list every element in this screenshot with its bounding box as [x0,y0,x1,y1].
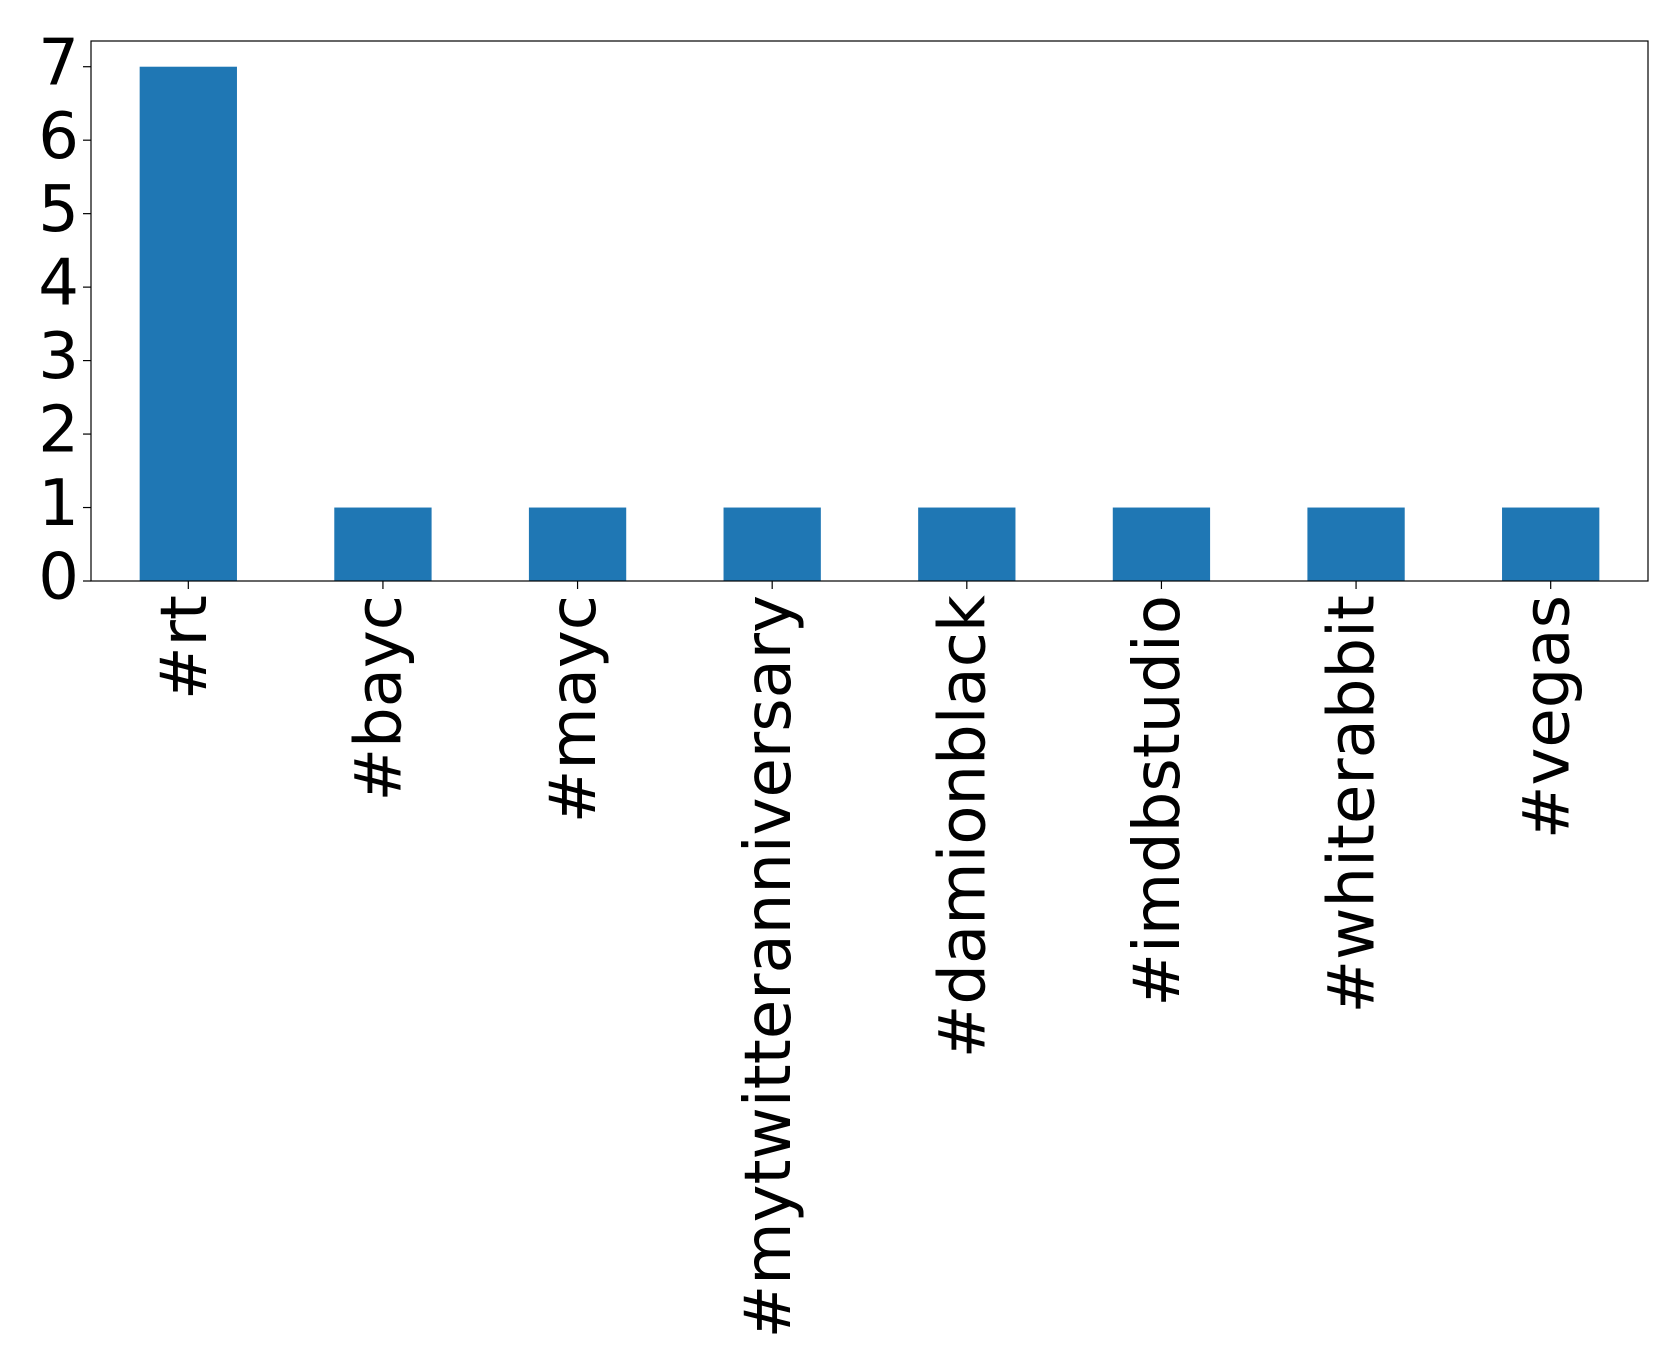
bar [139,66,237,581]
bar [918,507,1016,581]
bar [1307,507,1405,581]
y-tick-label: 5 [38,173,79,247]
bar [334,507,432,581]
y-tick-label: 1 [38,467,79,541]
x-tick-label: #mytwitteranniversary [732,595,806,1338]
bar [1112,507,1211,581]
x-tick-label: #damionblack [926,595,1000,1058]
y-tick-label: 3 [38,320,79,394]
x-tick-label: #imdbstudio [1121,595,1195,1007]
y-tick-label: 7 [38,26,79,100]
y-tick-label: 4 [38,247,79,321]
y-tick-label: 2 [38,394,79,468]
x-tick-label: #mayc [537,595,611,823]
bar [1502,507,1600,581]
x-tick-label: #whiterabbit [1316,595,1390,1013]
x-tick-label: #bayc [343,595,417,802]
y-tick-label: 0 [38,541,79,615]
axes-frame [90,40,1649,582]
bar [528,507,627,581]
y-tick-label: 6 [38,100,79,174]
x-tick-label: #vegas [1510,595,1584,839]
x-tick-label: #rt [148,595,222,700]
bar [723,507,821,581]
